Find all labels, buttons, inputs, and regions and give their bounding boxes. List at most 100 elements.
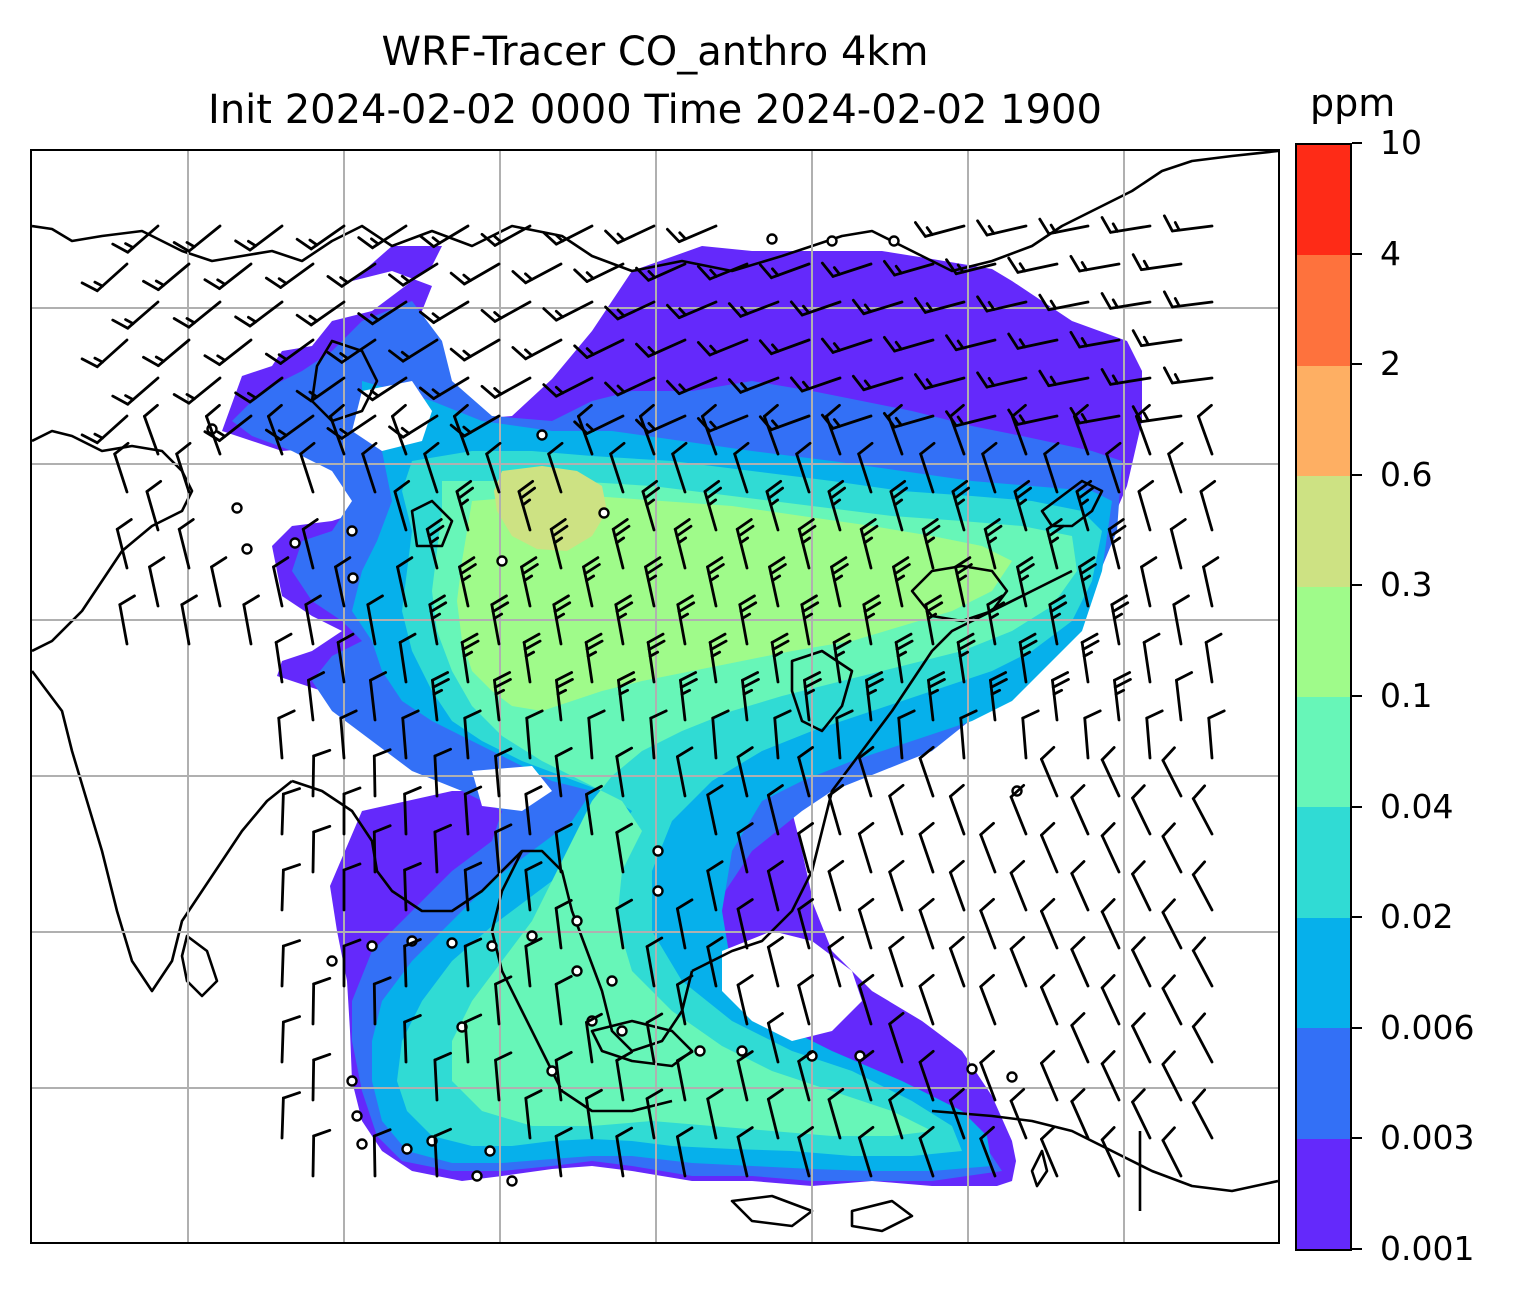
wind-barb (797, 518, 817, 570)
wind-barb (827, 935, 845, 988)
wind-barb (766, 784, 784, 836)
wind-barb-staff (1197, 414, 1214, 456)
wind-barb (979, 897, 997, 950)
wind-barb-feather (979, 897, 995, 913)
wind-barb (172, 224, 222, 253)
wind-barb (696, 262, 749, 281)
wind-barb-feather (1131, 1088, 1146, 1104)
wind-barb-feather (635, 342, 650, 358)
wind-barb-feather (428, 594, 446, 607)
wind-barb-half-feather (93, 356, 104, 364)
wind-barb (493, 671, 512, 722)
wind-barb-feather (542, 383, 558, 398)
wind-barb (234, 376, 284, 404)
wind-barb (449, 338, 501, 362)
wind-barb-half-feather (1111, 298, 1119, 309)
wind-barb (741, 671, 760, 722)
wind-barb-feather (865, 678, 884, 689)
wind-barb-feather (554, 1126, 573, 1138)
wind-barb-half-feather (645, 498, 656, 507)
wind-barb-staff (736, 1059, 749, 1102)
wind-barb (517, 479, 536, 532)
wind-barb-feather (639, 403, 655, 418)
wind-barb (1069, 254, 1121, 273)
wind-barb-feather (264, 428, 283, 441)
wind-barb-feather (494, 1051, 513, 1062)
wind-barb-staff (795, 452, 811, 494)
wind-barb-feather (431, 671, 450, 682)
wind-barb-feather (372, 824, 392, 834)
wind-barb-feather (641, 479, 659, 493)
wind-barb (797, 974, 814, 1026)
wind-barb-staff (1199, 490, 1214, 532)
wind-barb-feather (679, 671, 698, 682)
wind-barb (1131, 860, 1152, 912)
wind-barb (203, 338, 253, 367)
wind-barb-feather (1172, 594, 1190, 607)
wind-barb-half-feather (93, 432, 104, 440)
wind-barb-staff (888, 1022, 904, 1064)
wind-barb-feather (577, 403, 593, 418)
wind-barb-feather (1100, 974, 1116, 990)
wind-barb (1009, 1087, 1028, 1140)
wind-barb (396, 556, 414, 608)
wind-barb-half-feather (647, 269, 657, 279)
wind-barb-staff (1100, 986, 1121, 1026)
wind-barb-half-feather (93, 280, 104, 288)
wind-barb-staff (585, 792, 594, 836)
wind-barb (1100, 974, 1121, 1026)
colorbar-units: ppm (1310, 81, 1396, 125)
wind-barb-half-feather (987, 536, 998, 545)
wind-barb-half-feather (1049, 536, 1060, 545)
wind-barb-feather (1197, 403, 1213, 418)
wind-barb (494, 823, 513, 874)
wind-barb (585, 1012, 603, 1064)
wind-barb-staff (433, 1134, 439, 1178)
wind-barb (797, 1050, 814, 1102)
wind-barb-half-feather (277, 353, 288, 361)
wind-barb-staff (1191, 949, 1214, 988)
wind-barb-staff (766, 869, 780, 912)
wind-barb (979, 1049, 997, 1102)
wind-barb (1040, 1049, 1059, 1102)
wind-barb-feather (177, 518, 195, 531)
wind-barb (1162, 214, 1214, 233)
colorbar-segment (1297, 917, 1350, 1029)
wind-barb-feather (741, 671, 760, 682)
wind-barb-feather (948, 935, 965, 950)
colorbar-tick-label: 0.6 (1380, 454, 1433, 494)
calm-wind-marker (346, 1075, 358, 1087)
wind-barb-staff (827, 870, 842, 912)
wind-barb-half-feather (339, 428, 350, 436)
wind-barb (727, 376, 780, 394)
wind-barb-feather (923, 524, 941, 538)
wind-barb-feather (401, 709, 420, 720)
wind-barb-staff (766, 1097, 780, 1140)
wind-barb-feather (857, 441, 874, 456)
wind-barb-feather (767, 486, 784, 500)
wind-barb (851, 298, 904, 316)
colorbar-segment (1297, 586, 1350, 697)
wind-barb (857, 1125, 875, 1178)
wind-barb (979, 1125, 997, 1178)
wind-barb-feather (312, 1052, 332, 1062)
wind-barb-feather (647, 639, 666, 651)
wind-barb-feather (493, 671, 512, 682)
wind-barb-staff (463, 868, 470, 912)
colorbar-tick-label: 0.006 (1380, 1007, 1475, 1047)
wind-barb-feather (770, 632, 789, 644)
wind-barb (111, 224, 160, 254)
wind-barb-feather (1191, 784, 1207, 801)
wind-barb-half-feather (893, 498, 904, 507)
wind-barb-staff (585, 1096, 594, 1140)
wind-barb-half-feather (1080, 413, 1088, 424)
wind-barb-half-feather (216, 430, 227, 438)
wind-barb-feather (304, 594, 322, 607)
wind-barb (1040, 1125, 1059, 1178)
wind-barb-feather (827, 479, 845, 493)
wind-barb-feather (1100, 898, 1116, 914)
wind-barb (361, 441, 378, 494)
wind-barb (706, 556, 725, 608)
wind-barb-half-feather (585, 271, 595, 280)
wind-barb-feather (888, 859, 905, 874)
